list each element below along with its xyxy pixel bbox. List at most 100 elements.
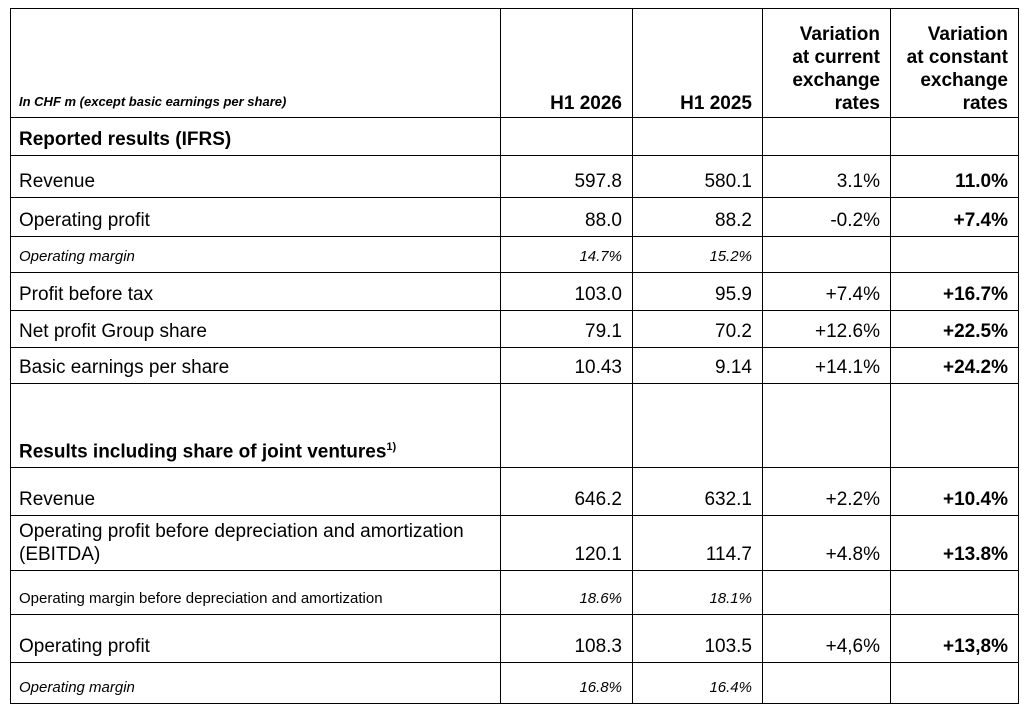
value-text: 14.7% <box>579 248 622 265</box>
table-row: Operating margin 16.8% 16.4% <box>10 662 1019 704</box>
value-text: 16.8% <box>579 679 622 696</box>
value-cell <box>762 383 891 468</box>
value-cell <box>632 383 763 468</box>
row-label: Basic earnings per share <box>10 347 501 384</box>
label-text: Results including share of joint venture… <box>19 441 387 462</box>
value-cell: 18.6% <box>500 570 633 615</box>
header-line: Variation <box>799 24 880 45</box>
value-text: +24.2% <box>943 357 1008 378</box>
value-cell: +14.1% <box>762 347 891 384</box>
value-cell: +12.6% <box>762 310 891 348</box>
header-line: exchange <box>920 70 1008 91</box>
column-header: H1 2025 <box>632 8 763 118</box>
value-text: 646.2 <box>574 489 622 510</box>
value-text: 16.4% <box>709 679 752 696</box>
table-row: Operating margin before depreciation and… <box>10 570 1019 615</box>
row-label: Revenue <box>10 467 501 516</box>
row-label: Profit before tax <box>10 272 501 311</box>
value-text: 597.8 <box>574 171 622 192</box>
row-label: Net profit Group share <box>10 310 501 348</box>
row-label: Operating margin <box>10 236 501 273</box>
value-text: 120.1 <box>574 544 622 565</box>
value-cell <box>890 383 1019 468</box>
row-label: Operating profit <box>10 614 501 663</box>
label-text: Profit before tax <box>19 284 154 305</box>
value-cell: 103.0 <box>500 272 633 311</box>
header-row: In CHF m (except basic earnings per shar… <box>10 8 1019 118</box>
value-text: 3.1% <box>836 171 880 192</box>
value-text: +7.4% <box>825 284 880 305</box>
value-text: 95.9 <box>715 284 752 305</box>
row-label: Revenue <box>10 155 501 198</box>
value-text: -0.2% <box>830 210 880 231</box>
value-cell: 10.43 <box>500 347 633 384</box>
value-cell: 79.1 <box>500 310 633 348</box>
value-text: +2.2% <box>825 489 880 510</box>
value-cell: +24.2% <box>890 347 1019 384</box>
value-cell: 9.14 <box>632 347 763 384</box>
label-text: Reported results (IFRS) <box>19 129 232 150</box>
label-text: Operating profit <box>19 636 150 657</box>
value-cell <box>890 117 1019 156</box>
value-text: +22.5% <box>943 321 1008 342</box>
value-text: 18.1% <box>709 590 752 607</box>
row-label: Reported results (IFRS) <box>10 117 501 156</box>
header-line: exchange <box>792 70 880 91</box>
table-row: Revenue 646.2 632.1 +2.2% +10.4% <box>10 467 1019 516</box>
row-label: Operating profit before depreciation and… <box>10 515 501 571</box>
value-text: 108.3 <box>574 636 622 657</box>
value-text: 114.7 <box>705 544 752 565</box>
row-label: Results including share of joint venture… <box>10 383 501 468</box>
value-cell: 18.1% <box>632 570 763 615</box>
label-text: Basic earnings per share <box>19 357 230 378</box>
value-cell: +4,6% <box>762 614 891 663</box>
header-line: rates <box>962 93 1008 114</box>
value-cell: +10.4% <box>890 467 1019 516</box>
value-cell <box>632 117 763 156</box>
value-text: 88.0 <box>585 210 622 231</box>
row-label: Operating margin before depreciation and… <box>10 570 501 615</box>
value-cell: +7.4% <box>890 197 1019 237</box>
unit-note-text: In CHF m (except basic earnings per shar… <box>19 94 287 109</box>
table-row: Profit before tax 103.0 95.9 +7.4% +16.7% <box>10 272 1019 311</box>
header-line: H1 2026 <box>550 93 622 114</box>
value-cell: 646.2 <box>500 467 633 516</box>
value-cell: +22.5% <box>890 310 1019 348</box>
row-label: Operating margin <box>10 662 501 704</box>
value-text: +4,6% <box>825 636 880 657</box>
table-body: In CHF m (except basic earnings per shar… <box>10 8 1019 704</box>
value-text: +12.6% <box>815 321 880 342</box>
unit-note: In CHF m (except basic earnings per shar… <box>10 8 501 118</box>
value-cell <box>500 117 633 156</box>
table-row: Operating margin 14.7% 15.2% <box>10 236 1019 273</box>
table-row: Net profit Group share 79.1 70.2 +12.6% +22.… <box>10 310 1019 348</box>
value-cell: 597.8 <box>500 155 633 198</box>
value-text: 11.0% <box>955 171 1008 192</box>
value-cell: +13.8% <box>890 515 1019 571</box>
header-line: rates <box>834 93 880 114</box>
value-cell: 11.0% <box>890 155 1019 198</box>
value-text: 15.2% <box>709 248 752 265</box>
value-cell <box>890 570 1019 615</box>
value-cell <box>890 662 1019 704</box>
value-text: 632.1 <box>704 489 752 510</box>
table-row: Reported results (IFRS) <box>10 117 1019 156</box>
results-table: In CHF m (except basic earnings per shar… <box>10 8 1019 704</box>
value-cell <box>890 236 1019 273</box>
value-text: +16.7% <box>943 284 1008 305</box>
header-line: at current <box>792 47 880 68</box>
value-text: 88.2 <box>715 210 752 231</box>
label-text: Operating profit <box>19 210 150 231</box>
value-cell: 15.2% <box>632 236 763 273</box>
value-cell <box>762 570 891 615</box>
value-cell <box>762 236 891 273</box>
value-cell: 120.1 <box>500 515 633 571</box>
value-cell: 108.3 <box>500 614 633 663</box>
table-row: Revenue 597.8 580.1 3.1% 11.0% <box>10 155 1019 198</box>
header-line: Variation <box>927 24 1008 45</box>
value-cell: 632.1 <box>632 467 763 516</box>
value-cell: +13,8% <box>890 614 1019 663</box>
header-line: at constant <box>906 47 1008 68</box>
column-header: H1 2026 <box>500 8 633 118</box>
